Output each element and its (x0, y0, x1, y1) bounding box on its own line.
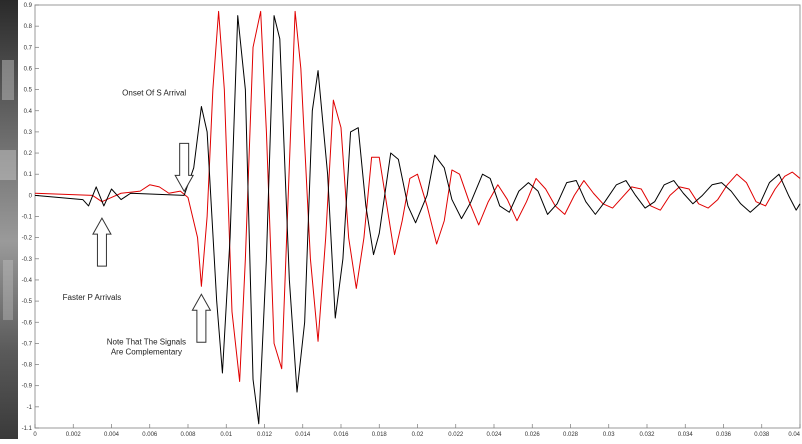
y-tick-label: -0.3 (22, 257, 33, 263)
x-tick-label: 0.008 (180, 432, 196, 438)
x-tick-label: 0.014 (295, 432, 311, 438)
x-tick-label: 0.004 (104, 432, 120, 438)
y-tick-label: -1.1 (22, 426, 33, 432)
onset-s-arrival-label: Onset Of S Arrival (122, 88, 186, 97)
y-tick-label: 0.2 (24, 151, 33, 157)
series-line-red (34, 10, 801, 382)
annotation-group: Onset Of S Arrival Faster P Arrivals Note … (63, 88, 212, 356)
x-tick-label: 0.006 (142, 432, 158, 438)
x-tick-label: 0.04 (788, 432, 800, 438)
series-group (34, 10, 801, 425)
y-tick-label: 0 (29, 193, 33, 199)
background-photo-strip (0, 0, 18, 439)
x-tick-label: 0.028 (563, 432, 579, 438)
x-tick-label: 0.016 (333, 432, 349, 438)
y-tick-label: -0.7 (22, 341, 33, 347)
x-tick-label: 0.032 (639, 432, 655, 438)
x-tick-label: 0.02 (412, 432, 424, 438)
onset-s-arrival-arrow-icon (174, 142, 195, 193)
y-tick-label: 0.5 (24, 88, 33, 94)
y-tick-label: 0.3 (24, 130, 33, 136)
y-tick-label: -0.5 (22, 299, 33, 305)
x-tick-label: 0.034 (678, 432, 694, 438)
x-tick-label: 0.024 (486, 432, 502, 438)
x-axis: 0 0.002 0.004 0.006 0.008 0.01 0.012 0.014 0.016… (33, 424, 801, 438)
x-tick-label: 0 (33, 432, 37, 438)
y-tick-label: 0.7 (24, 45, 33, 51)
faster-p-arrivals-label: Faster P Arrivals (63, 293, 122, 302)
x-tick-label: 0.01 (220, 432, 232, 438)
y-tick-label: 0.8 (24, 24, 33, 30)
x-tick-label: 0.038 (754, 432, 770, 438)
complementary-note-label: Are Complementary (111, 347, 182, 356)
plot-area (34, 4, 801, 429)
faster-p-arrivals-arrow-icon (92, 217, 112, 267)
y-tick-label: 0.1 (24, 172, 33, 178)
complementary-note-label: Note That The Signals (107, 337, 186, 346)
x-tick-label: 0.036 (716, 432, 732, 438)
x-tick-label: 0.026 (525, 432, 541, 438)
x-tick-label: 0.012 (257, 432, 273, 438)
y-tick-label: -0.2 (22, 236, 33, 242)
x-tick-label: 0.018 (372, 432, 388, 438)
y-tick-label: -0.1 (22, 215, 33, 221)
y-axis: 0.9 0.8 0.7 0.6 0.5 0.4 0.3 0.2 0.1 0 -0.1 -0.2 -0.3… (22, 3, 39, 432)
y-tick-label: -0.4 (22, 278, 33, 284)
y-tick-label: -0.6 (22, 320, 33, 326)
x-tick-label: 0.022 (448, 432, 464, 438)
y-tick-label: -0.9 (22, 384, 33, 390)
series-line-black (34, 15, 801, 425)
y-tick-label: 0.6 (24, 66, 33, 72)
y-tick-label: -1 (27, 405, 33, 411)
complementary-note-arrow-icon (191, 293, 212, 343)
y-tick-label: 0.4 (24, 109, 33, 115)
x-tick-label: 0.03 (603, 432, 615, 438)
x-tick-label: 0.002 (66, 432, 82, 438)
y-tick-label: 0.9 (24, 3, 33, 9)
photo-strip-graphic (0, 0, 18, 439)
y-tick-label: -0.8 (22, 363, 33, 369)
